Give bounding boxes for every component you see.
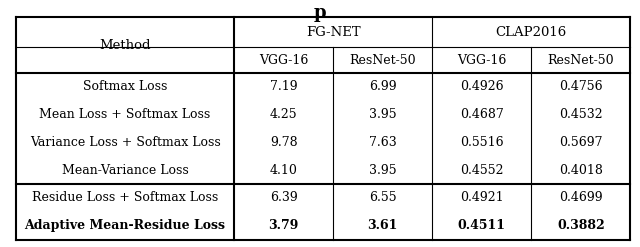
Text: 4.10: 4.10 (269, 164, 298, 177)
Text: 0.4756: 0.4756 (559, 80, 603, 93)
Text: FG-NET: FG-NET (306, 26, 360, 39)
Text: 0.4532: 0.4532 (559, 108, 603, 121)
Text: CLAP2016: CLAP2016 (496, 26, 567, 39)
Text: 0.3882: 0.3882 (557, 219, 605, 232)
Text: 6.55: 6.55 (369, 191, 397, 205)
Text: 0.4687: 0.4687 (460, 108, 504, 121)
Text: Mean-Variance Loss: Mean-Variance Loss (61, 164, 188, 177)
Text: 3.79: 3.79 (268, 219, 299, 232)
Text: 0.4921: 0.4921 (460, 191, 504, 205)
Text: VGG-16: VGG-16 (259, 54, 308, 67)
Text: 0.4552: 0.4552 (460, 164, 504, 177)
Text: Residue Loss + Softmax Loss: Residue Loss + Softmax Loss (32, 191, 218, 205)
Text: 9.78: 9.78 (270, 136, 298, 149)
Text: 0.4018: 0.4018 (559, 164, 603, 177)
Text: ResNet-50: ResNet-50 (349, 54, 416, 67)
Text: 0.4699: 0.4699 (559, 191, 603, 205)
Text: Adaptive Mean-Residue Loss: Adaptive Mean-Residue Loss (24, 219, 225, 232)
Text: 0.5516: 0.5516 (460, 136, 504, 149)
Text: 3.61: 3.61 (367, 219, 398, 232)
Text: 0.4511: 0.4511 (458, 219, 506, 232)
Text: 4.25: 4.25 (270, 108, 298, 121)
Text: Softmax Loss: Softmax Loss (83, 80, 167, 93)
Text: 3.95: 3.95 (369, 164, 397, 177)
Text: 0.4926: 0.4926 (460, 80, 504, 93)
Text: Mean Loss + Softmax Loss: Mean Loss + Softmax Loss (40, 108, 211, 121)
Text: 7.63: 7.63 (369, 136, 397, 149)
Text: ResNet-50: ResNet-50 (548, 54, 614, 67)
Text: 6.39: 6.39 (270, 191, 298, 205)
Text: VGG-16: VGG-16 (457, 54, 506, 67)
Text: p: p (314, 4, 326, 22)
Text: Method: Method (99, 39, 151, 52)
Text: 3.95: 3.95 (369, 108, 397, 121)
Text: 6.99: 6.99 (369, 80, 397, 93)
Text: Variance Loss + Softmax Loss: Variance Loss + Softmax Loss (29, 136, 220, 149)
Text: 0.5697: 0.5697 (559, 136, 603, 149)
Text: 7.19: 7.19 (270, 80, 298, 93)
